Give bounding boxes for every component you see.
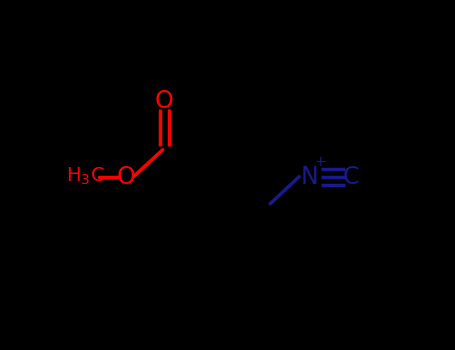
Text: +: + bbox=[315, 155, 326, 169]
Text: O: O bbox=[155, 89, 174, 113]
Text: N: N bbox=[300, 165, 318, 189]
Text: $\mathregular{H_3C}$: $\mathregular{H_3C}$ bbox=[66, 166, 104, 187]
Text: O: O bbox=[116, 165, 135, 189]
Text: C: C bbox=[343, 165, 359, 189]
